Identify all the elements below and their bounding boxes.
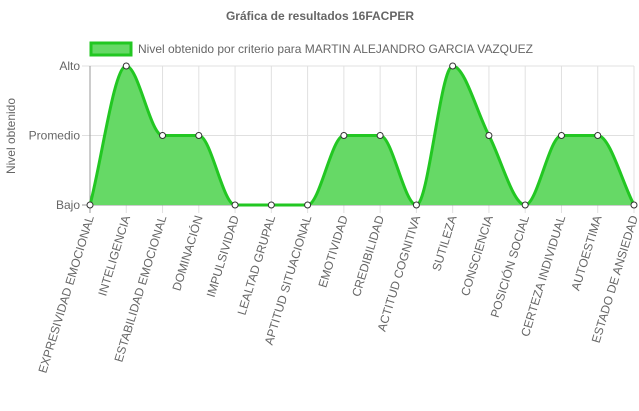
data-point[interactable] [122, 62, 130, 70]
x-tick-label: DOMINACIÓN [169, 213, 206, 292]
legend[interactable]: Nivel obtenido por criterio para MARTIN … [89, 41, 533, 57]
data-point[interactable] [304, 201, 312, 209]
x-tick-label: POSICIÓN SOCIAL [487, 213, 532, 319]
data-point[interactable] [195, 132, 203, 139]
data-point[interactable] [231, 201, 239, 209]
series-line [88, 64, 636, 207]
y-tick-label: Alto [59, 59, 80, 73]
series [88, 64, 636, 207]
x-tick-label: LEALTAD GRUPAL [235, 213, 279, 316]
data-point[interactable] [340, 132, 348, 139]
data-point[interactable] [449, 62, 457, 70]
data-point[interactable] [86, 201, 94, 209]
data-point[interactable] [159, 132, 167, 139]
y-axis-label: Nivel obtenido [4, 98, 18, 174]
data-point[interactable] [267, 201, 275, 209]
chart-title: Gráfica de resultados 16FACPER [226, 9, 414, 23]
data-points [86, 62, 638, 209]
data-point[interactable] [376, 132, 384, 139]
x-tick-label: CONSCIENCIA [458, 214, 496, 298]
data-point[interactable] [521, 201, 529, 209]
data-point[interactable] [412, 201, 420, 209]
x-tick-label: EXPRESIVIDAD EMOCIONAL [36, 213, 97, 374]
y-ticks: Bajo Promedio Alto [29, 59, 81, 212]
data-point[interactable] [594, 132, 602, 139]
legend-swatch [89, 41, 133, 57]
x-tick-label: SUTILEZA [429, 214, 459, 273]
data-point[interactable] [485, 132, 493, 139]
y-tick-label: Promedio [29, 129, 81, 143]
data-point[interactable] [630, 201, 638, 209]
x-ticks: EXPRESIVIDAD EMOCIONALINTELIGENCIAESTABI… [36, 213, 639, 375]
legend-label: Nivel obtenido por criterio para MARTIN … [138, 42, 533, 56]
x-tick-label: CREDIBILIDAD [349, 213, 387, 298]
x-tick-label: AUTOESTIMA [568, 214, 604, 292]
x-tick-label: IMPULSIVIDAD [204, 213, 242, 298]
data-point[interactable] [557, 132, 565, 139]
x-tick-label: EMOTIVIDAD [316, 213, 351, 289]
y-tick-label: Bajo [56, 198, 80, 212]
x-tick-label: INTELIGENCIA [95, 214, 133, 298]
